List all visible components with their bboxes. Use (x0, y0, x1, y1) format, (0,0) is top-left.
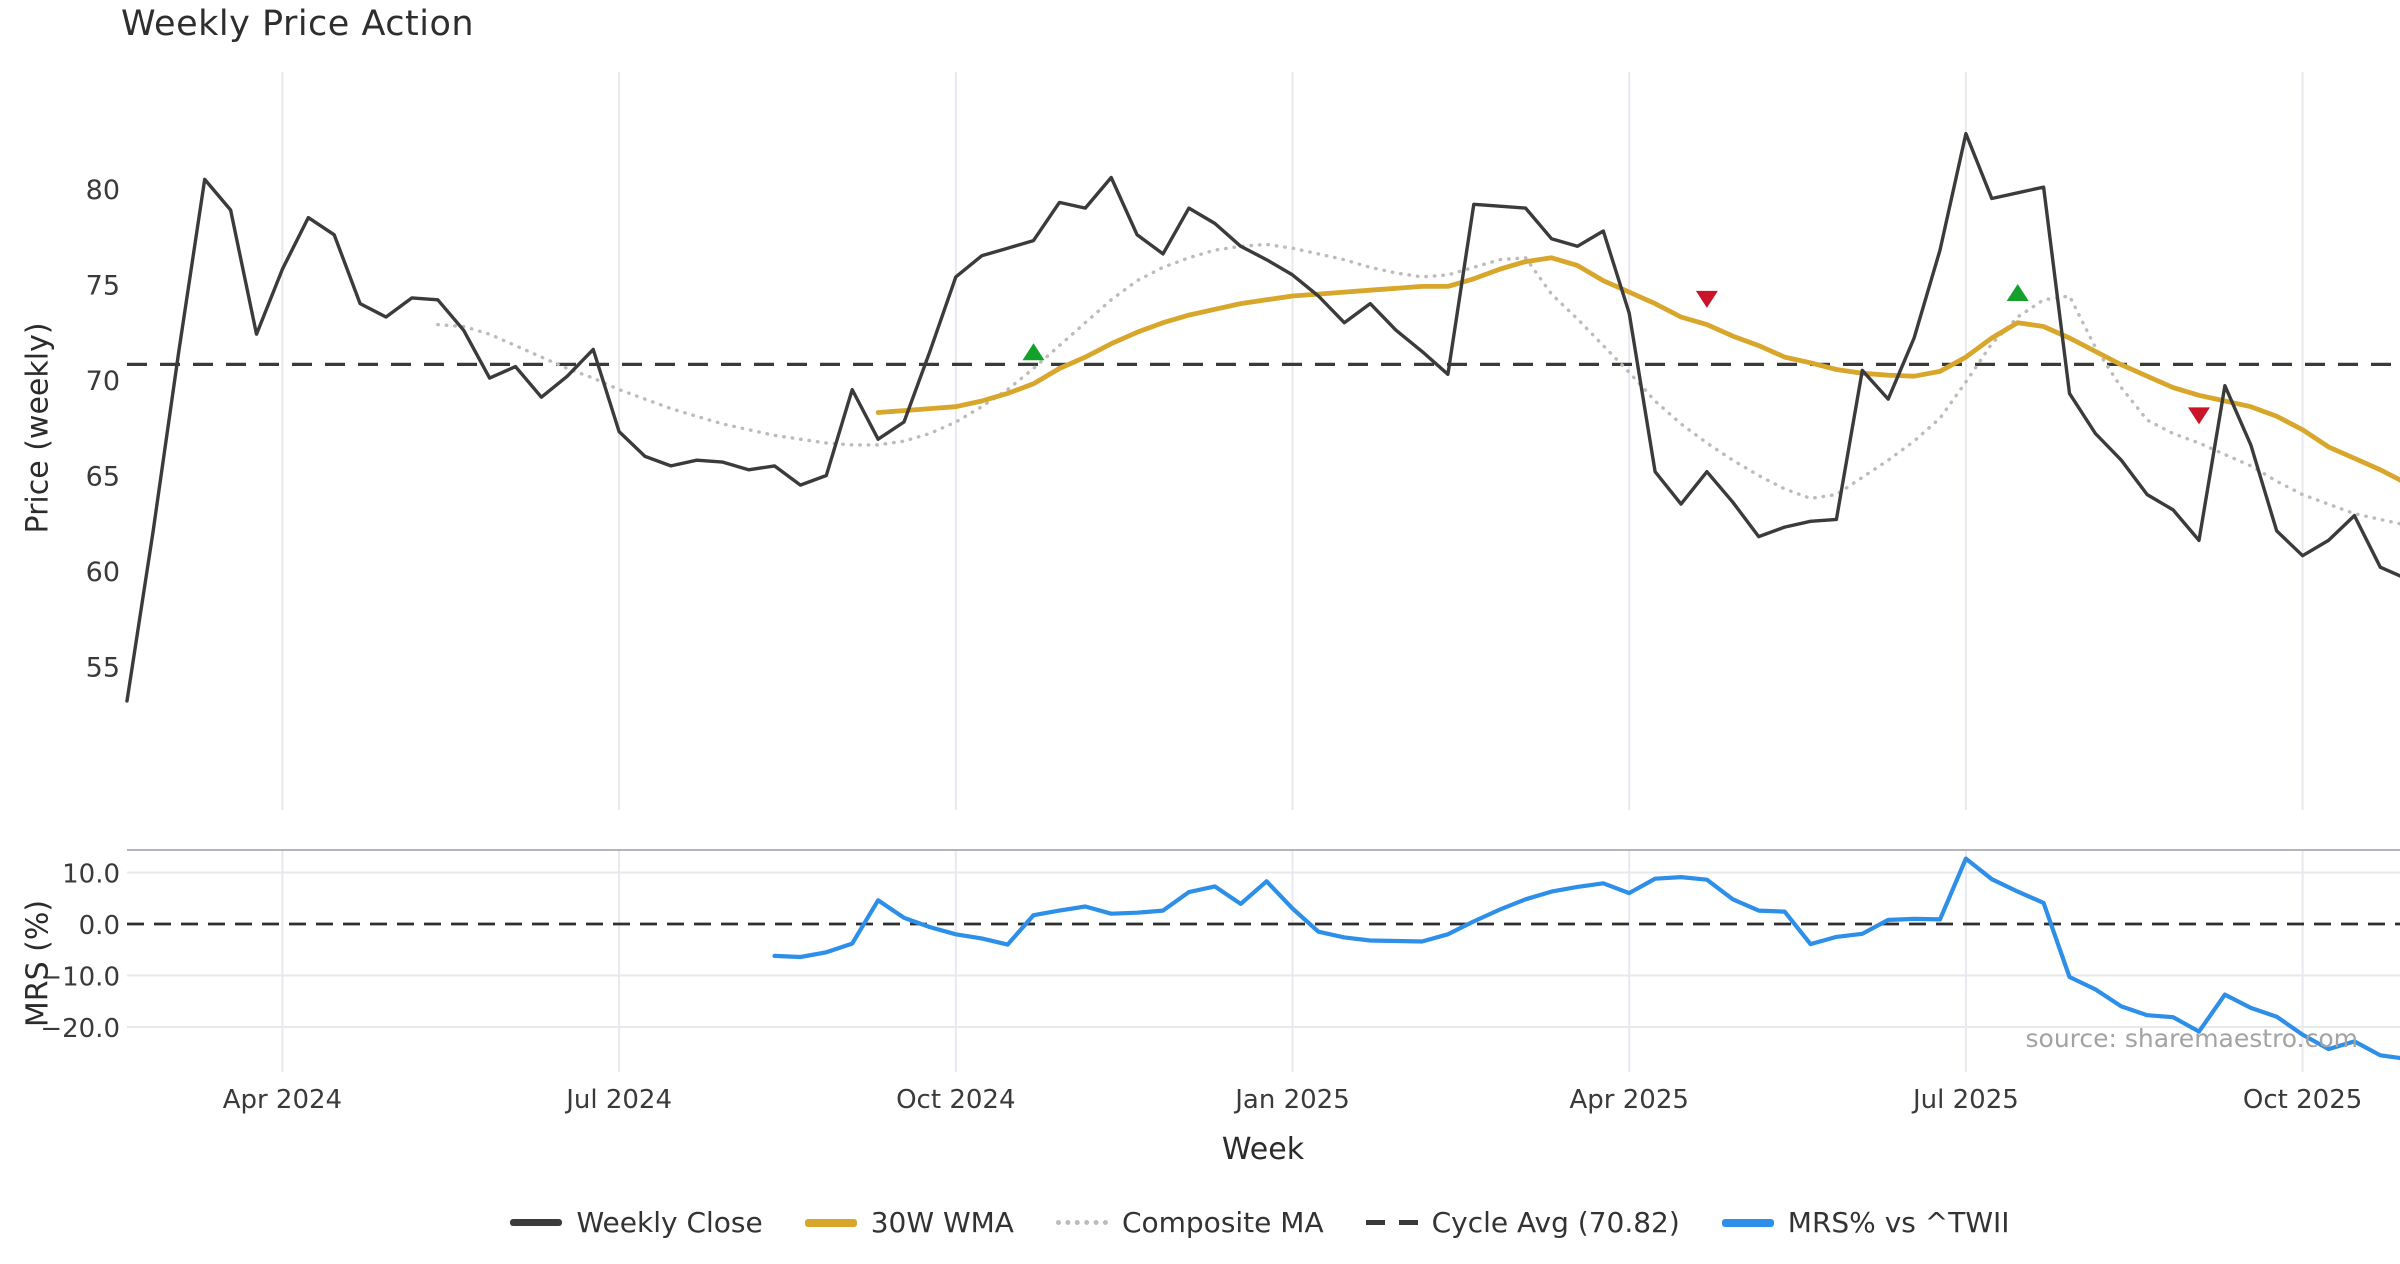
legend-label: Composite MA (1122, 1206, 1324, 1239)
price-tick-label: 55 (86, 653, 120, 684)
legend-label: 30W WMA (871, 1206, 1014, 1239)
price-tick-label: 70 (86, 366, 120, 397)
x-tick-label: Jul 2025 (1911, 1085, 2019, 1115)
mrs-swatch-icon (1722, 1219, 1774, 1227)
buy-signal-marker (1023, 343, 1045, 360)
composite-ma-swatch-icon (1056, 1220, 1108, 1225)
weekly-close-swatch-icon (510, 1219, 562, 1226)
price-tick-label: 80 (86, 175, 120, 206)
legend-item-weekly-close: Weekly Close (510, 1206, 762, 1239)
x-tick-label: Apr 2025 (1569, 1085, 1688, 1115)
x-tick-label: Oct 2024 (896, 1085, 1015, 1115)
x-tick-label: Jul 2024 (564, 1085, 672, 1115)
legend-label: Weekly Close (576, 1206, 762, 1239)
price-axis-title: Price (weekly) (21, 334, 56, 534)
chart-title: Weekly Price Action (121, 4, 474, 44)
wma-swatch-icon (805, 1219, 857, 1227)
buy-signal-marker (2007, 284, 2029, 301)
legend-item-composite-ma: Composite MA (1056, 1206, 1324, 1239)
cycle-avg-swatch-icon (1366, 1220, 1418, 1225)
legend-item-30w-wma: 30W WMA (805, 1206, 1014, 1239)
legend-label: Cycle Avg (70.82) (1432, 1206, 1680, 1239)
price-tick-label: 65 (86, 462, 120, 493)
source-watermark: source: sharemaestro.com (2026, 1024, 2359, 1053)
mrs-tick-label: 0.0 (79, 911, 120, 941)
x-tick-label: Apr 2024 (223, 1085, 342, 1115)
x-axis-title: Week (0, 1132, 2400, 1167)
mrs-tick-label: 10.0 (62, 860, 120, 890)
sell-signal-marker (2188, 407, 2210, 424)
legend-item-mrs: MRS% vs ^TWII (1722, 1206, 2010, 1239)
legend-label: MRS% vs ^TWII (1788, 1206, 2010, 1239)
weekly-close-series (127, 134, 2400, 701)
x-tick-label: Oct 2025 (2243, 1085, 2362, 1115)
mrs-axis-title: MRS (%) (21, 864, 56, 1064)
legend-item-cycle-avg: Cycle Avg (70.82) (1366, 1206, 1680, 1239)
price-tick-label: 60 (86, 557, 120, 588)
legend: Weekly Close 30W WMA Composite MA Cycle … (0, 1206, 2400, 1239)
x-tick-label: Jan 2025 (1233, 1085, 1350, 1115)
price-tick-label: 75 (86, 271, 120, 302)
sell-signal-marker (1696, 291, 1718, 308)
